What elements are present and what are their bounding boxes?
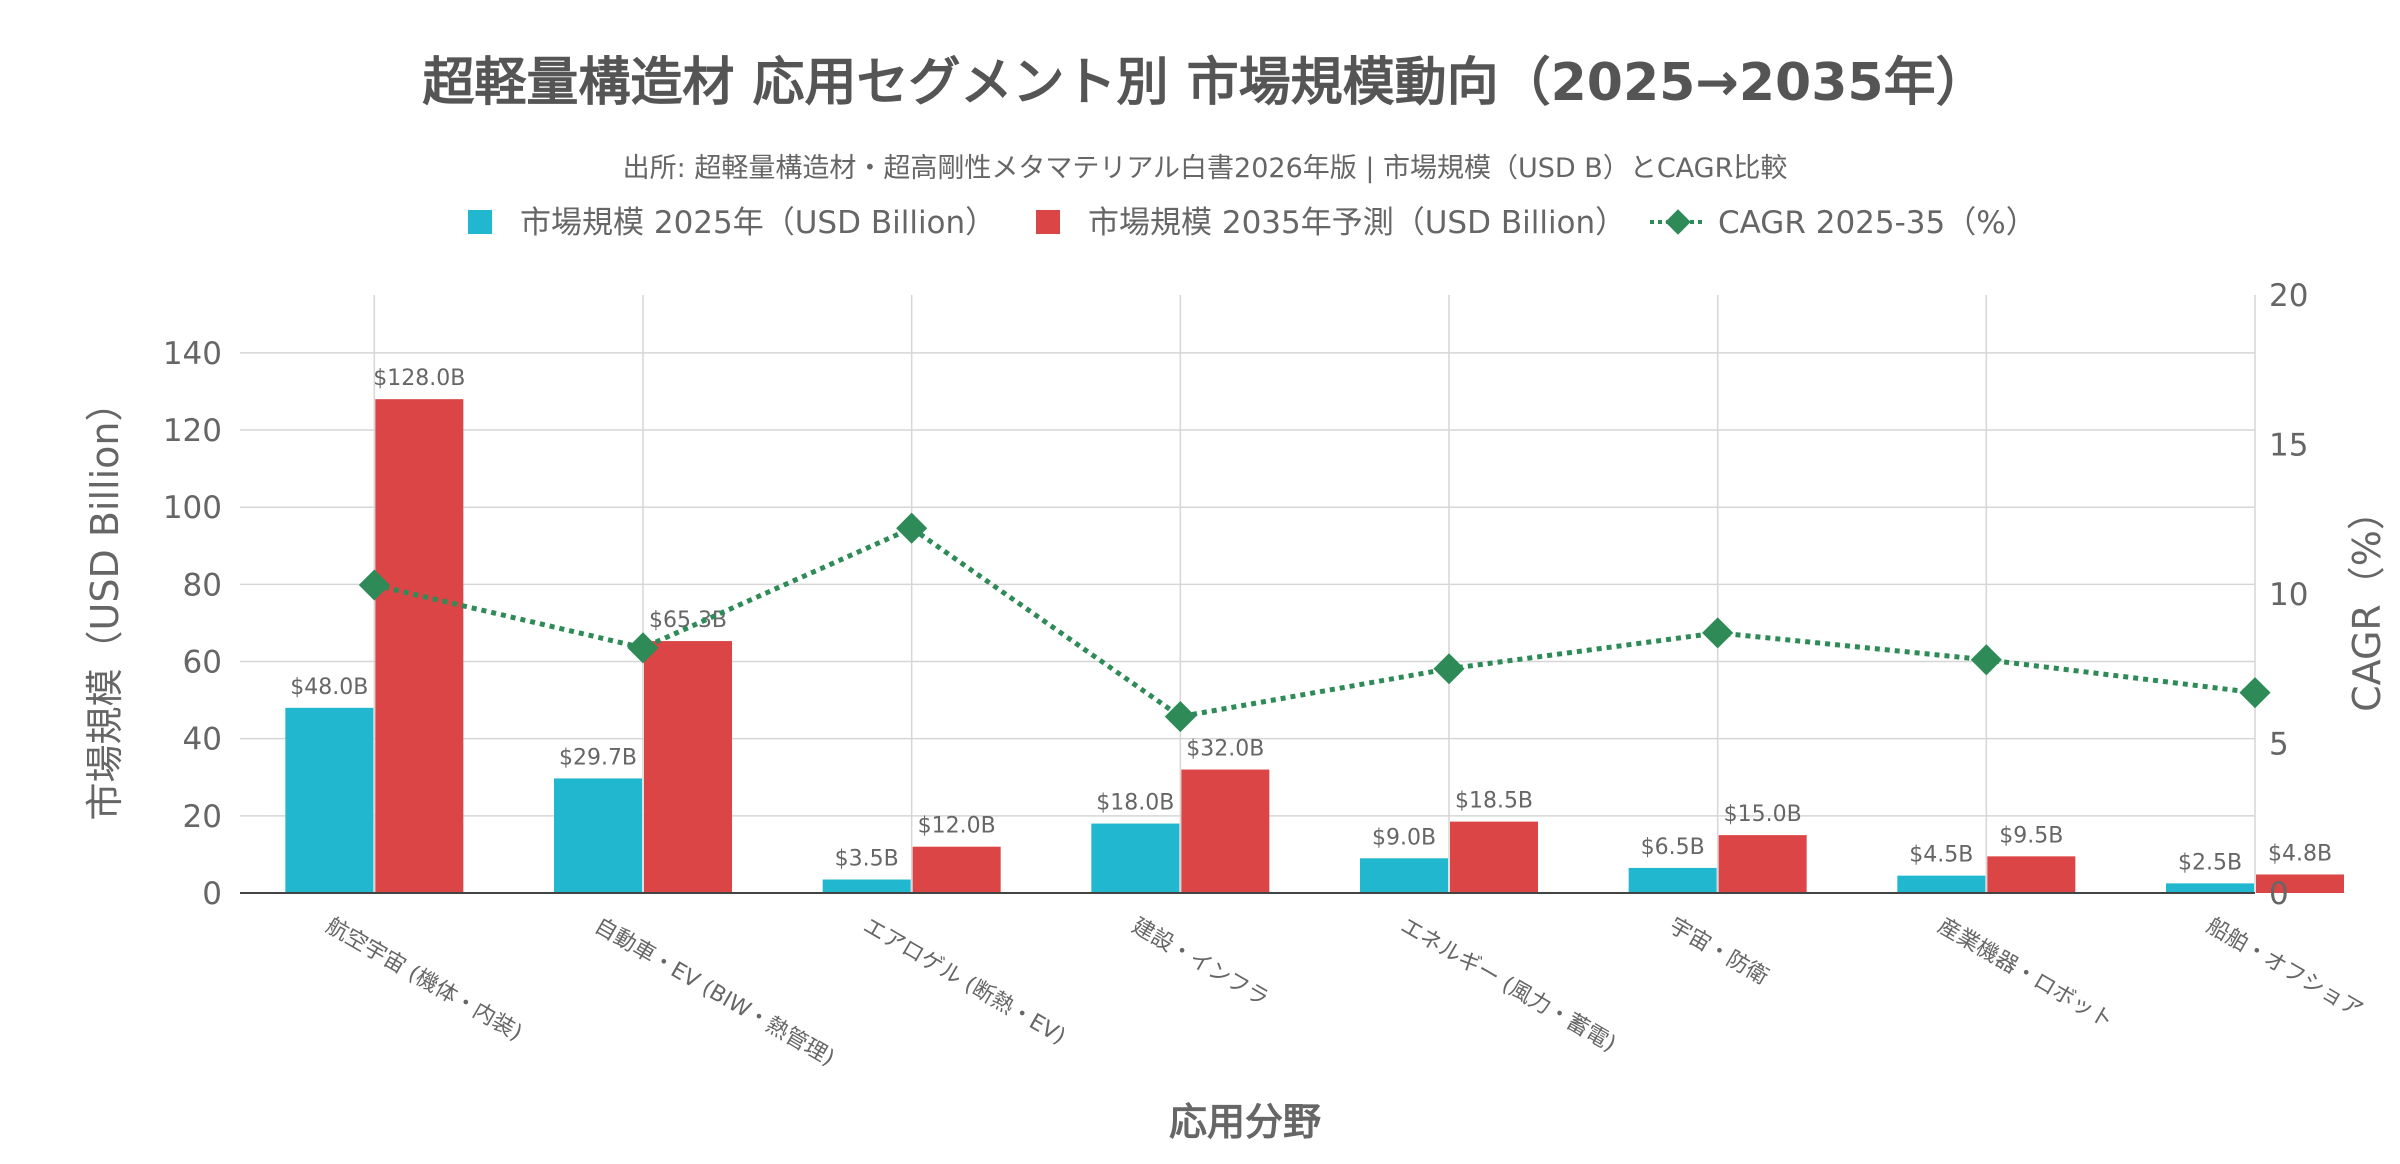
x-tick-label: エアロゲル (断熱・EV) [859, 914, 1070, 1050]
cagr-marker [1970, 644, 2002, 676]
legend-item-2025[interactable]: 市場規模 2025年（USD Billion） [468, 205, 996, 241]
cagr-marker [1702, 617, 1734, 649]
y-tick-label: 120 [163, 413, 222, 449]
bar-2035 [1987, 856, 2076, 893]
data-label-2035: $128.0B [373, 366, 465, 391]
x-tick-label: 建設・インフラ [1127, 914, 1272, 1012]
data-label-2025: $2.5B [2178, 850, 2242, 875]
legend-item-2035[interactable]: 市場規模 2035年予測（USD Billion） [1036, 205, 1626, 241]
data-label-2035: $9.5B [1999, 823, 2063, 848]
bar-2025 [554, 778, 642, 893]
data-label-2025: $6.5B [1641, 835, 1705, 860]
cagr-marker [358, 569, 390, 601]
data-label-2035: $4.8B [2268, 841, 2332, 866]
legend: 市場規模 2025年（USD Billion） 市場規模 2035年予測（USD… [468, 205, 2037, 241]
y2-axis-title: CAGR（%） [2345, 492, 2389, 712]
cagr-line [373, 525, 2256, 720]
data-label-2035: $15.0B [1724, 802, 1802, 827]
bar-2025 [1360, 858, 1448, 893]
x-axis-title: 応用分野 [1169, 1100, 1321, 1144]
chart-title: 超軽量構造材 応用セグメント別 市場規模動向（2025→2035年） [422, 53, 1987, 113]
y-axis-title: 市場規模（USD Billion） [83, 384, 127, 821]
bar-2025 [1628, 867, 1717, 893]
x-tick-label: 宇宙・防衛 [1665, 914, 1773, 991]
cagr-marker [2239, 677, 2271, 709]
bar-2035 [644, 641, 732, 893]
y-tick-label: 80 [183, 567, 222, 603]
y2-tick-label: 5 [2269, 727, 2289, 763]
data-label-2025: $18.0B [1096, 791, 1174, 816]
cagr-marker [896, 512, 928, 544]
bar-2025 [1897, 875, 1986, 893]
grid [240, 295, 2256, 893]
bar-2025 [822, 879, 911, 893]
chart-subtitle: 出所: 超軽量構造材・超高剛性メタマテリアル白書2026年版 | 市場規模（US… [623, 153, 1788, 184]
legend-marker-cagr [1665, 209, 1691, 235]
bar-2035 [1181, 769, 1270, 893]
legend-swatch-2035 [1036, 210, 1060, 234]
legend-swatch-2025 [468, 210, 492, 234]
y2-tick-label: 15 [2269, 428, 2308, 464]
y2-tick-label: 20 [2269, 278, 2308, 314]
data-label-2025: $9.0B [1372, 825, 1436, 850]
y-tick-label: 140 [163, 336, 222, 372]
bar-2025 [2166, 883, 2254, 893]
y-tick-label: 40 [183, 722, 222, 758]
bar-2035 [1450, 821, 1538, 893]
data-label-2025: $48.0B [290, 675, 368, 700]
x-tick-label: 航空宇宙 (機体・内装) [321, 914, 526, 1047]
data-label-2035: $32.0B [1186, 737, 1264, 762]
data-label-2035: $18.5B [1455, 789, 1533, 814]
bar-2025 [285, 707, 374, 893]
legend-item-cagr[interactable]: CAGR 2025-35（%） [1650, 205, 2037, 241]
y-tick-label: 60 [183, 645, 222, 681]
x-tick-label: 船舶・オフショア [2202, 914, 2367, 1024]
data-label-2025: $29.7B [559, 745, 637, 770]
axes: 0 20 40 60 80 100 120 140 0 5 10 15 20 航空宇宙 (機体・内装) 自動… [163, 278, 2367, 1071]
bar-2035 [1718, 835, 1807, 893]
cagr-marker [1433, 653, 1465, 685]
y-tick-label: 0 [202, 876, 222, 912]
legend-label-2035: 市場規模 2035年予測（USD Billion） [1088, 205, 1626, 241]
x-tick-label: 自動車・EV (BIW・熱管理) [590, 914, 838, 1072]
bars: $48.0B$128.0B$29.7B$65.3B$3.5B$12.0B$18.… [285, 366, 2344, 893]
cagr-marker [1164, 701, 1196, 733]
data-label-2025: $4.5B [1909, 843, 1973, 868]
legend-label-2025: 市場規模 2025年（USD Billion） [520, 205, 996, 241]
bar-2035 [2256, 874, 2344, 893]
data-label-2035: $12.0B [918, 814, 996, 839]
bar-2025 [1091, 823, 1180, 893]
x-tick-label: エネルギー (風力・蓄電) [1396, 914, 1620, 1058]
x-tick-label: 産業機器・ロボット [1933, 914, 2117, 1035]
data-label-2025: $3.5B [835, 846, 899, 871]
bar-2035 [912, 846, 1001, 893]
y2-tick-label: 10 [2269, 577, 2308, 613]
bar-2035 [375, 399, 464, 893]
y2-tick-label: 0 [2269, 876, 2289, 912]
y-tick-label: 20 [183, 799, 222, 835]
legend-label-cagr: CAGR 2025-35（%） [1718, 205, 2037, 241]
y-tick-label: 100 [163, 490, 222, 526]
